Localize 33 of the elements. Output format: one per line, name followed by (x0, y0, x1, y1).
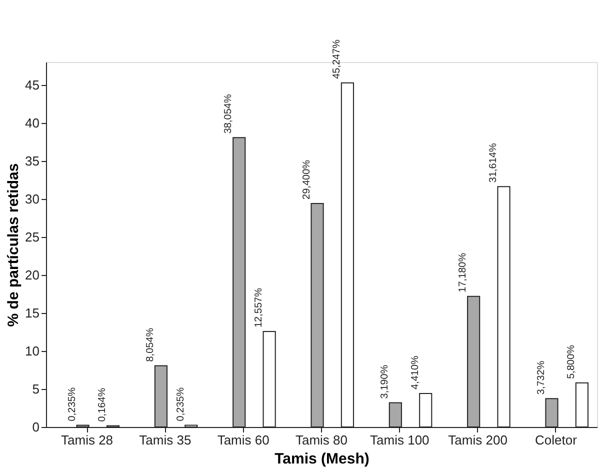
y-tick-label: 45 (25, 77, 40, 92)
data-label: 5,800% (566, 344, 578, 379)
y-tick-label: 0 (32, 420, 40, 434)
y-axis-title: % de partículas retidas (5, 163, 22, 327)
x-tick-label: Tamis 80 (295, 432, 348, 448)
data-label: 45,247% (332, 39, 343, 79)
y-tick-label: 5 (32, 381, 40, 396)
data-label: 3,190% (380, 364, 391, 399)
x-tick-label: Tamis 28 (61, 432, 114, 448)
y-tick-label: 10 (25, 343, 40, 358)
x-tick-label: Tamis 200 (448, 432, 508, 448)
data-label: 17,180% (458, 252, 469, 292)
y-tick-label: 15 (25, 305, 40, 320)
x-axis-title: Tamis (Mesh) (274, 450, 370, 468)
y-tick-label: 40 (25, 115, 40, 130)
data-label: 38,054% (223, 94, 234, 134)
data-label: 0,164% (97, 388, 108, 422)
x-tick-label: Tamis 100 (370, 432, 430, 448)
data-label: 3,732% (536, 360, 547, 395)
x-tick-label: Tamis 60 (217, 432, 270, 448)
data-label: 8,054% (145, 328, 156, 362)
x-tick-label: Coletor (535, 432, 578, 448)
y-tick-label: 25 (25, 229, 40, 244)
data-label: 12,557% (253, 288, 264, 328)
y-tick-label: 35 (25, 153, 40, 168)
data-label: 31,614% (488, 143, 499, 183)
data-label: 4,410% (410, 355, 421, 390)
data-label: 29,400% (301, 160, 312, 200)
y-tick-label: 30 (25, 191, 40, 206)
data-label: 0,235% (66, 387, 78, 422)
y-tick-label: 20 (25, 267, 40, 282)
data-label: 0,235% (175, 387, 186, 422)
x-tick-label: Tamis 35 (139, 432, 192, 448)
